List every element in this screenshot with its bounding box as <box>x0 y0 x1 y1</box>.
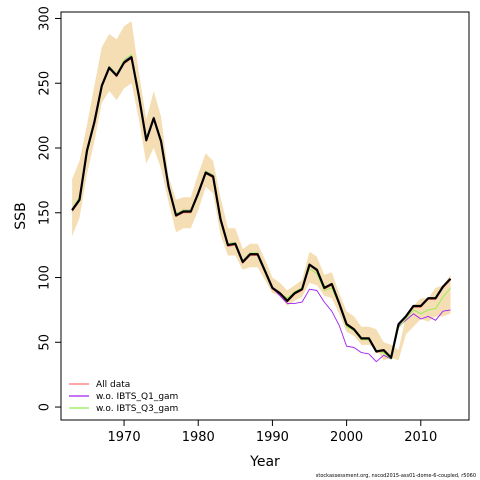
x-tick-label: 1980 <box>182 430 215 445</box>
legend-item: w.o. IBTS_Q3_gam <box>69 404 178 414</box>
x-tick-label: 2000 <box>330 430 363 445</box>
series-lines <box>71 54 452 363</box>
x-axis-title: Year <box>249 454 280 470</box>
y-tick-label: 250 <box>38 71 53 96</box>
legend-item: w.o. IBTS_Q1_gam <box>69 392 178 402</box>
x-tick-label: 2010 <box>404 430 437 445</box>
confidence-band <box>72 21 451 361</box>
legend-label: All data <box>96 380 130 390</box>
series-line-w-o-ibts-q3-gam <box>71 54 451 360</box>
x-tick-label: 1990 <box>256 430 289 445</box>
series-line-all-data <box>71 58 451 360</box>
footer-credit: stockassessment.org, nscod2015-ass01-dom… <box>316 473 476 479</box>
x-tick-label: 1970 <box>108 430 141 445</box>
y-axis-title: SSB <box>13 202 29 229</box>
legend-item: All data <box>69 380 130 390</box>
y-tick-label: 200 <box>38 136 53 161</box>
y-axis: 0 50 100 150 200 250 300 <box>38 6 61 411</box>
y-tick-label: 100 <box>38 265 53 290</box>
legend-label: w.o. IBTS_Q3_gam <box>96 404 178 414</box>
y-tick-label: 0 <box>38 403 53 411</box>
confidence-band-area <box>72 21 451 361</box>
legend: All data w.o. IBTS_Q1_gam w.o. IBTS_Q3_gam <box>69 380 178 414</box>
legend-label: w.o. IBTS_Q1_gam <box>96 392 178 402</box>
y-tick-label: 50 <box>38 334 53 351</box>
series-line-w-o-ibts-q1-gam <box>71 55 451 363</box>
x-axis: 1970 1980 1990 2000 2010 <box>108 420 437 445</box>
y-tick-label: 300 <box>38 6 53 31</box>
y-tick-label: 150 <box>38 200 53 225</box>
series-line-estimate <box>71 56 452 359</box>
plot-frame <box>60 11 470 421</box>
